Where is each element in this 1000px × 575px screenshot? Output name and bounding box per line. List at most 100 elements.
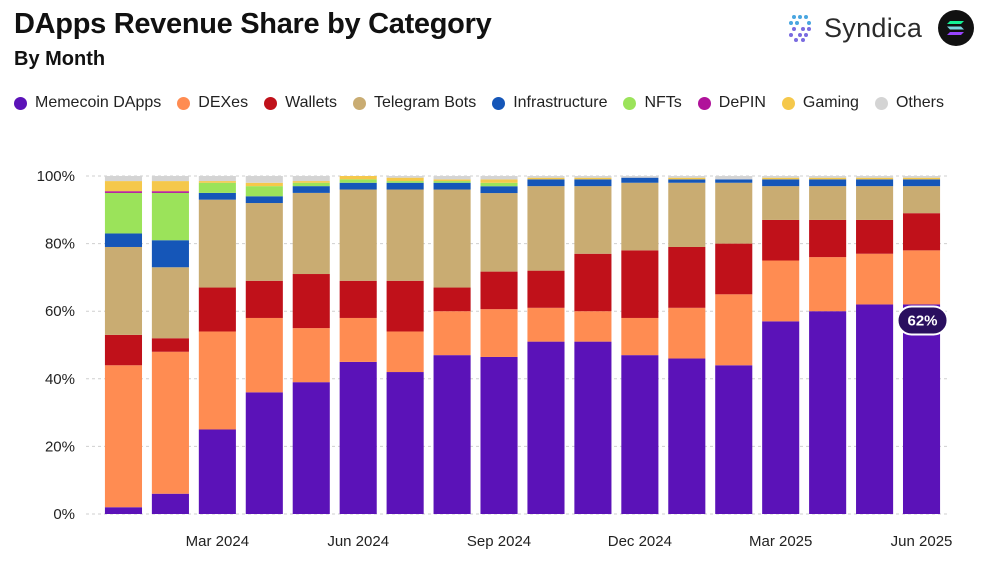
bar-segment [668, 358, 706, 514]
legend-item: Telegram Bots [352, 94, 477, 112]
x-tick-label: Dec 2024 [608, 533, 672, 550]
bar-segment [198, 192, 236, 200]
bar-segment [151, 192, 189, 241]
bar-segment [198, 182, 236, 193]
bar-segment [856, 179, 894, 187]
bar-segment [386, 177, 424, 182]
bar-segment [433, 179, 471, 182]
legend-swatch [623, 96, 637, 110]
bar-segment [339, 317, 377, 362]
bar-segment [480, 309, 518, 357]
bar-segment [856, 177, 894, 180]
legend-item: Wallets [264, 94, 337, 112]
legend-swatch [874, 96, 888, 110]
bar-segment [386, 331, 424, 373]
bar-segment [292, 176, 330, 182]
bar-segment [480, 193, 518, 272]
legend-item: Others [874, 94, 944, 112]
bar-segment [668, 176, 706, 178]
bar-segment [339, 361, 377, 514]
bar-segment [902, 176, 941, 178]
legend-label: DEXes [198, 94, 249, 111]
bar-segment [198, 181, 236, 183]
bar-segment [433, 182, 471, 190]
bar-segment [668, 179, 706, 183]
bar-segment [809, 186, 847, 220]
bar-segment [339, 179, 377, 183]
bar-segment [245, 317, 283, 393]
legend-label: Others [895, 94, 944, 111]
bar-segment [480, 271, 518, 310]
bar-segment [198, 429, 236, 514]
y-tick-label: 0% [53, 506, 75, 523]
bar-segment [433, 176, 471, 180]
bar-segment [809, 177, 847, 180]
solana-logo-icon [938, 10, 974, 46]
bar-segment [433, 189, 471, 288]
bar-segment [902, 186, 941, 214]
bar-segment [292, 192, 330, 275]
bar-segment [574, 176, 612, 178]
bar-segment [198, 176, 236, 182]
legend-item: Gaming [781, 94, 859, 112]
bar-segment [809, 176, 847, 178]
chart-plot: 0% 20% 40% 60% 80% 100% Mar 2024 Jun 2024 Sep 20… [37, 168, 953, 550]
bar-segment [668, 307, 706, 359]
bar-segment [151, 176, 189, 182]
legend-label: Wallets [285, 94, 337, 111]
bar-segment [104, 334, 143, 366]
bar-segment [527, 177, 565, 180]
bar-segment [668, 177, 706, 180]
legend-swatch [492, 96, 506, 110]
bar-segment [527, 179, 565, 187]
legend-swatch [14, 96, 27, 110]
bar-segment [433, 311, 471, 356]
bar-segment [715, 179, 753, 183]
bar-segment [715, 176, 753, 180]
bar-segment [151, 493, 189, 514]
bar-segment [245, 280, 283, 318]
bar-segment [292, 182, 330, 187]
legend-item: DePIN [697, 94, 766, 112]
bar-segment [386, 181, 424, 183]
legend-label: Gaming [802, 94, 859, 111]
bar-segment [715, 182, 753, 244]
bar-segment [762, 176, 800, 178]
bar-segment [339, 176, 377, 180]
y-tick-label: 100% [37, 168, 75, 185]
chart-subtitle: By Month [14, 48, 106, 70]
legend-item: Infrastructure [492, 94, 607, 112]
bar-segment [621, 177, 659, 183]
annotation-badge [896, 305, 949, 336]
bar-segment [245, 182, 283, 187]
legend-label: Infrastructure [513, 94, 608, 111]
bar-segment [574, 177, 612, 180]
brand: Syndica [786, 8, 922, 48]
bar-segment [292, 382, 330, 514]
bar-segment [856, 304, 894, 514]
bar-segment [104, 191, 143, 193]
bar-segment [104, 192, 143, 234]
bar-segment [621, 250, 659, 318]
syndica-logo-icon [789, 15, 811, 42]
legend-swatch [352, 96, 366, 110]
bar-segment [668, 246, 706, 308]
legend-label: Telegram Bots [373, 94, 477, 111]
bar-segment [245, 186, 283, 197]
legend-label: Memecoin DApps [35, 94, 162, 111]
legend-swatch [264, 96, 278, 110]
bar-segment [386, 182, 424, 190]
bar-segment [762, 179, 800, 187]
bar-segment [856, 219, 894, 254]
bar-segment [527, 186, 565, 271]
legend: Memecoin DApps DEXes Wallets Telegram Bots I… [14, 94, 960, 112]
bar-segment [292, 328, 330, 383]
bar-segment [574, 311, 612, 342]
bar-segment [104, 365, 143, 508]
y-tick-label: 60% [45, 303, 75, 320]
bar-segment [292, 274, 330, 329]
bar-segment [104, 233, 143, 247]
bar-segment [104, 181, 143, 192]
bar-segment [762, 219, 800, 261]
bar-segment [902, 250, 941, 305]
